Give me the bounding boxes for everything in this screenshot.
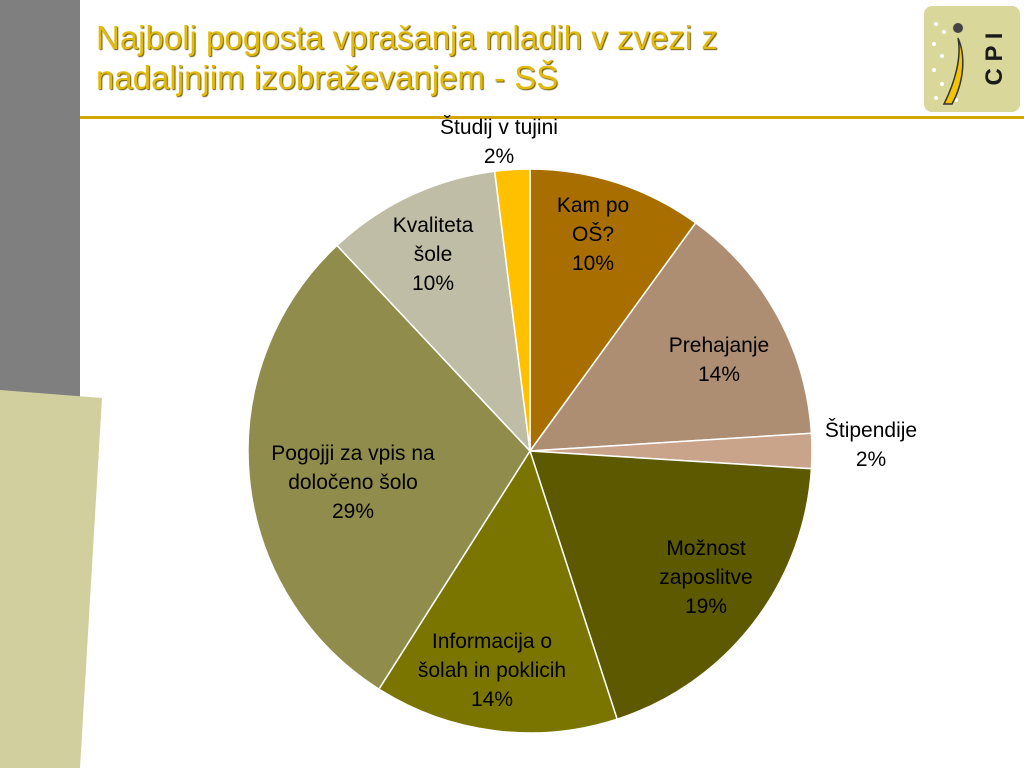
pie-slice-5 xyxy=(247,244,531,691)
pie-slice-label-6: Kvaliteta šole 10% xyxy=(393,214,474,295)
pie-labels: Kam po OŠ? 10% Prehajanje 14% Štipendije 2% Mož… xyxy=(271,116,917,711)
pie-slice-label-line: Pogojji za vpis na xyxy=(271,442,435,465)
pie-slice-label-line: šolah in poklicih xyxy=(418,659,566,682)
pie-slice-label-4: Informacija o šolah in poklicih 14% xyxy=(418,630,566,711)
title-underline xyxy=(80,116,1024,119)
pie-slice-label-line: Študij v tujini xyxy=(440,116,558,139)
pie-slice-1 xyxy=(528,221,813,452)
pie-slice-label-line: 10% xyxy=(412,272,454,295)
slide-title-line-2: nadaljnjim izobraževanjem - SŠ xyxy=(96,59,559,96)
pie-slice-label-line: Možnost xyxy=(666,537,746,560)
pie-slice-label-line: Štipendije xyxy=(825,419,917,442)
pie-slice-label-5: Pogojji za vpis na določeno šolo 29% xyxy=(271,442,435,523)
pie-slice-label-line: 2% xyxy=(856,448,886,471)
pie-slice-4 xyxy=(377,449,619,734)
pie-slice-6 xyxy=(335,170,532,454)
pie-slice-label-line: Kvaliteta xyxy=(393,214,474,237)
pie-slice-0 xyxy=(529,168,697,454)
pie-slice-label-0: Kam po OŠ? 10% xyxy=(557,194,629,275)
pie-slice-3 xyxy=(528,450,813,721)
slide-title: Najbolj pogosta vprašanja mladih v zvezi… xyxy=(96,18,896,98)
pie-slice-label-7: Študij v tujini 2% xyxy=(440,116,558,168)
pie-slice-label-3: Možnost zaposlitve 19% xyxy=(659,537,752,618)
pie-slice-label-line: 19% xyxy=(685,595,727,618)
pie-slice-7 xyxy=(493,168,531,452)
pie-slice-label-line: določeno šolo xyxy=(288,471,418,494)
pie-slice-label-line: 14% xyxy=(471,688,513,711)
pie-slice-label-line: Prehajanje xyxy=(669,334,769,357)
pie-slice-label-line: zaposlitve xyxy=(659,566,752,589)
cpi-logo-icon: C P I xyxy=(924,6,1020,112)
left-decorative-panel xyxy=(0,390,102,768)
logo-text: C P I xyxy=(981,33,1008,86)
pie-slice-label-2: Štipendije 2% xyxy=(825,419,917,471)
pie-slice-label-line: 29% xyxy=(332,500,374,523)
pie-slices xyxy=(247,168,813,734)
pie-slice-label-line: Informacija o xyxy=(432,630,552,653)
pie-slice-label-line: 2% xyxy=(484,145,514,168)
pie-slice-label-line: OŠ? xyxy=(572,223,614,246)
pie-slice-label-line: šole xyxy=(414,243,453,266)
pie-slice-label-line: 10% xyxy=(572,252,614,275)
pie-slice-label-1: Prehajanje 14% xyxy=(669,334,769,386)
pie-slice-label-line: 14% xyxy=(698,363,740,386)
pie-slice-label-line: Kam po xyxy=(557,194,629,217)
slide-title-line-1: Najbolj pogosta vprašanja mladih v zvezi… xyxy=(96,19,718,56)
